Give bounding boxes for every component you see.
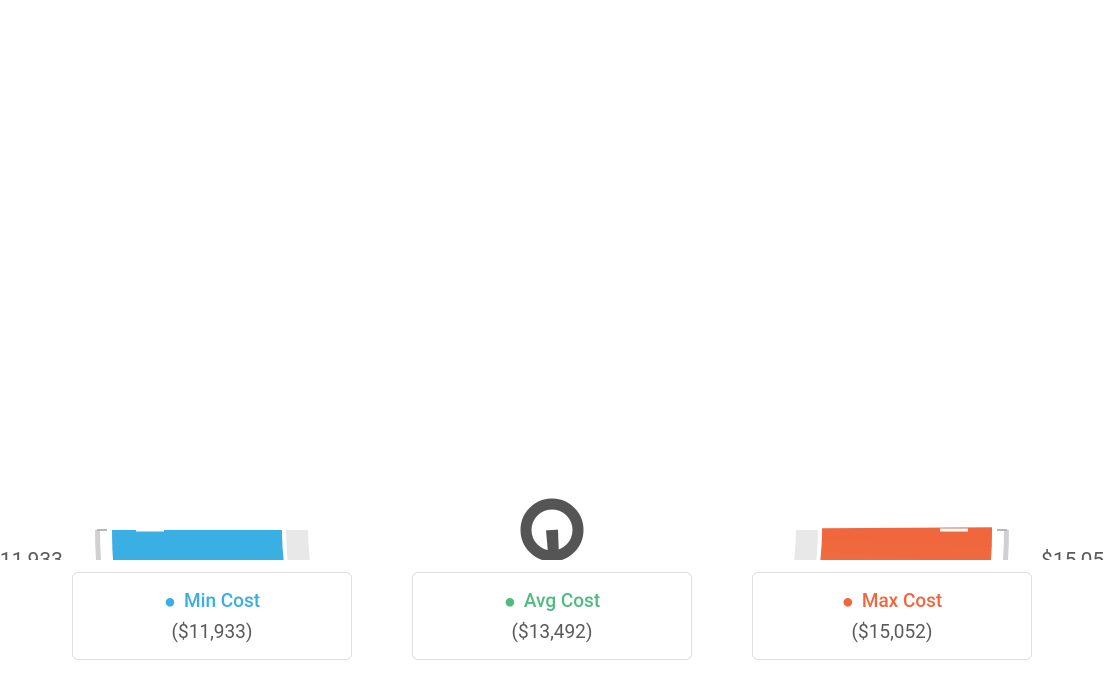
- legend-title: ● Max Cost: [781, 589, 1003, 612]
- legend-value: ($11,933): [101, 620, 323, 643]
- legend-label: Min Cost: [184, 589, 260, 612]
- legend-box: ● Min Cost ($11,933): [72, 572, 352, 660]
- gauge-chart: $11,933$12,323$12,713$13,492$14,012$14,5…: [0, 0, 1104, 560]
- legend-row: ● Min Cost ($11,933) ● Avg Cost ($13,492…: [0, 572, 1104, 660]
- legend-title: ● Min Cost: [101, 589, 323, 612]
- legend-box: ● Avg Cost ($13,492): [412, 572, 692, 660]
- gauge-scale-label: $15,052: [1041, 549, 1104, 560]
- legend-box: ● Max Cost ($15,052): [752, 572, 1032, 660]
- gauge-svg: [0, 30, 1104, 560]
- legend-value: ($15,052): [781, 620, 1003, 643]
- legend-label: Avg Cost: [524, 589, 600, 612]
- legend-label: Max Cost: [862, 589, 942, 612]
- legend-value: ($13,492): [441, 620, 663, 643]
- legend-title: ● Avg Cost: [441, 589, 663, 612]
- legend-dot-icon: ●: [504, 591, 516, 611]
- gauge-scale-label: $11,933: [0, 549, 63, 560]
- legend-dot-icon: ●: [842, 591, 854, 611]
- legend-dot-icon: ●: [164, 591, 176, 611]
